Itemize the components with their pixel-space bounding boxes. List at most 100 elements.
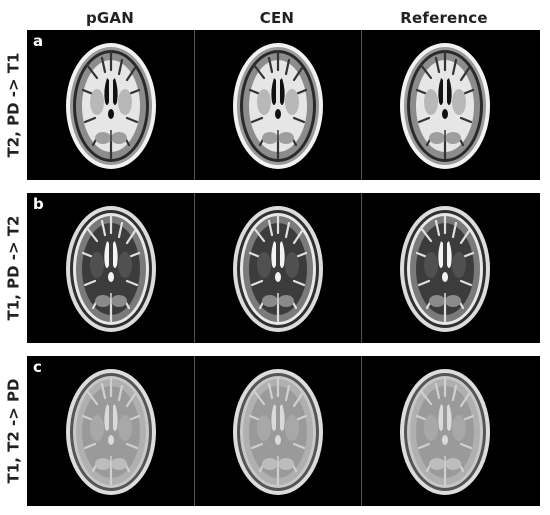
sulcus: [284, 221, 291, 239]
sulcus: [284, 58, 291, 76]
white-matter: [249, 386, 307, 478]
ventricle-right: [280, 78, 285, 105]
sulcus: [415, 251, 429, 259]
occipital-left: [95, 132, 111, 144]
sulcus: [85, 226, 99, 243]
ventricle-left: [271, 241, 276, 268]
third-ventricle: [275, 272, 281, 282]
sulcus: [292, 229, 304, 245]
sulcus: [294, 88, 308, 96]
mri-slice-t1-reference: [361, 30, 528, 180]
ventricle-left: [104, 241, 109, 268]
sulcus: [100, 382, 107, 400]
sulcus: [417, 116, 431, 124]
panel-separator: [194, 356, 195, 506]
mri-slice-t2-pgan: [27, 193, 194, 343]
third-ventricle: [442, 272, 448, 282]
mri-slice-t2-cen: [194, 193, 361, 343]
sulcus: [250, 279, 264, 287]
third-ventricle: [442, 435, 448, 445]
third-ventricle: [275, 109, 281, 119]
third-ventricle: [108, 109, 114, 119]
deep-nucleus-left: [257, 252, 271, 278]
sulcus: [451, 58, 458, 76]
third-ventricle: [108, 435, 114, 445]
white-matter: [82, 223, 140, 315]
white-matter: [416, 386, 474, 478]
third-ventricle: [442, 109, 448, 119]
ventricle-right: [113, 241, 118, 268]
sulcus: [292, 116, 306, 124]
occipital-left: [429, 132, 445, 144]
sulcus: [81, 251, 95, 259]
column-header-pgan: pGAN: [85, 9, 134, 27]
occipital-left: [95, 458, 111, 470]
sulcus: [294, 414, 308, 422]
occipital-right: [111, 295, 127, 307]
sulcus: [419, 63, 433, 80]
deep-nucleus-right: [452, 252, 466, 278]
occipital-left: [262, 132, 278, 144]
deep-nucleus-right: [118, 252, 132, 278]
sulcus: [267, 382, 274, 400]
sulcus: [117, 221, 124, 239]
sulcus: [127, 251, 141, 259]
sulcus: [125, 442, 139, 450]
deep-nucleus-left: [257, 415, 271, 441]
deep-nucleus-right: [452, 89, 466, 115]
occipital-right: [111, 458, 127, 470]
sulcus: [81, 88, 95, 96]
sulcus: [459, 392, 471, 408]
ventricle-left: [271, 78, 276, 105]
row-tag-b: b: [33, 195, 44, 213]
sulcus: [127, 414, 141, 422]
ventricle-left: [438, 404, 443, 431]
sulcus: [294, 251, 308, 259]
ventricle-left: [438, 78, 443, 105]
sulcus: [434, 382, 441, 400]
sulcus: [267, 219, 274, 237]
white-matter: [82, 386, 140, 478]
sulcus: [81, 414, 95, 422]
sulcus: [83, 442, 97, 450]
deep-nucleus-left: [424, 415, 438, 441]
sulcus: [125, 116, 139, 124]
deep-nucleus-right: [118, 415, 132, 441]
ventricle-left: [104, 404, 109, 431]
sulcus: [417, 279, 431, 287]
sulcus: [284, 384, 291, 402]
sulcus: [252, 226, 266, 243]
occipital-left: [95, 295, 111, 307]
sulcus: [252, 63, 266, 80]
occipital-left: [429, 458, 445, 470]
sulcus: [459, 229, 471, 245]
third-ventricle: [275, 435, 281, 445]
occipital-left: [262, 295, 278, 307]
sulcus: [100, 56, 107, 74]
sulcus: [117, 58, 124, 76]
ventricle-left: [271, 404, 276, 431]
panel-separator: [361, 356, 362, 506]
ventricle-right: [447, 404, 452, 431]
sulcus: [83, 116, 97, 124]
mri-slice-pd-pgan: [27, 356, 194, 506]
sulcus: [248, 251, 262, 259]
image-row-c: c: [27, 356, 540, 506]
ventricle-right: [113, 404, 118, 431]
mri-slice-t1-cen: [194, 30, 361, 180]
sulcus: [419, 226, 433, 243]
panel-separator: [194, 30, 195, 180]
row-label-a: T2, PD -> T1: [4, 52, 23, 158]
image-row-a: a: [27, 30, 540, 180]
panel-separator: [361, 193, 362, 343]
white-matter: [416, 60, 474, 152]
occipital-right: [278, 132, 294, 144]
occipital-right: [445, 132, 461, 144]
sulcus: [85, 389, 99, 406]
sulcus: [434, 219, 441, 237]
sulcus: [117, 384, 124, 402]
sulcus: [459, 442, 473, 450]
panel-separator: [361, 30, 362, 180]
ventricle-right: [447, 78, 452, 105]
deep-nucleus-right: [452, 415, 466, 441]
